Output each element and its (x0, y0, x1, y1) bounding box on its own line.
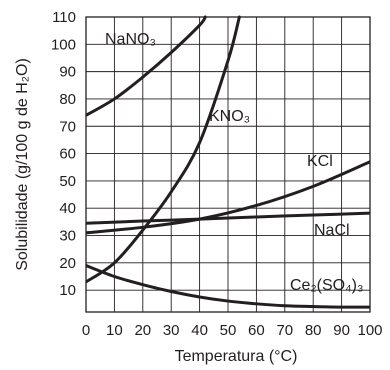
y-tick-labels: 10 20 30 40 50 60 70 80 90 100 110 (51, 9, 76, 299)
y-tick-label: 70 (59, 118, 76, 135)
series-label-kno3: KNO₃ (209, 108, 250, 125)
series-line-kno3 (86, 15, 241, 284)
x-tick-labels: 0 10 20 30 40 50 60 70 80 90 100 (82, 322, 383, 339)
y-tick-label: 10 (59, 282, 76, 299)
y-tick-label: 20 (59, 255, 76, 272)
x-axis-title: Temperatura (°C) (175, 348, 298, 365)
x-tick-label: 10 (106, 322, 123, 339)
x-tick-label: 100 (357, 322, 382, 339)
y-tick-label: 50 (59, 173, 76, 190)
series-label-kcl: KCl (307, 153, 333, 170)
x-tick-label: 20 (134, 322, 151, 339)
y-tick-label: 60 (59, 146, 76, 163)
curves (86, 15, 370, 309)
x-tick-label: 30 (163, 322, 180, 339)
y-tick-label: 100 (51, 36, 76, 53)
series-line-ce2so43 (86, 264, 370, 309)
series-label-ce2so43: Ce₂(SO₄)₃ (290, 277, 363, 294)
y-tick-label: 80 (59, 91, 76, 108)
x-tick-label: 80 (305, 322, 322, 339)
x-tick-label: 90 (333, 322, 350, 339)
series-line-kcl (86, 160, 370, 235)
x-tick-label: 50 (220, 322, 237, 339)
y-tick-label: 40 (59, 200, 76, 217)
y-tick-label: 30 (59, 228, 76, 245)
series-line-nacl (86, 211, 370, 225)
series-label-nano3: NaNO₃ (105, 31, 156, 48)
series-line-nano3 (86, 15, 207, 117)
x-tick-label: 0 (82, 322, 90, 339)
x-tick-label: 40 (191, 322, 208, 339)
series-labels: NaNO₃ KNO₃ KCl NaCl Ce₂(SO₄)₃ (105, 31, 363, 294)
y-axis-title: Solubilidade (g/100 g de H₂O) (14, 58, 31, 271)
y-tick-label: 90 (59, 64, 76, 81)
series-label-nacl: NaCl (314, 222, 350, 239)
x-tick-label: 60 (248, 322, 265, 339)
plot-frame (85, 16, 371, 313)
y-tick-label: 110 (52, 9, 76, 26)
x-tick-label: 70 (276, 322, 293, 339)
